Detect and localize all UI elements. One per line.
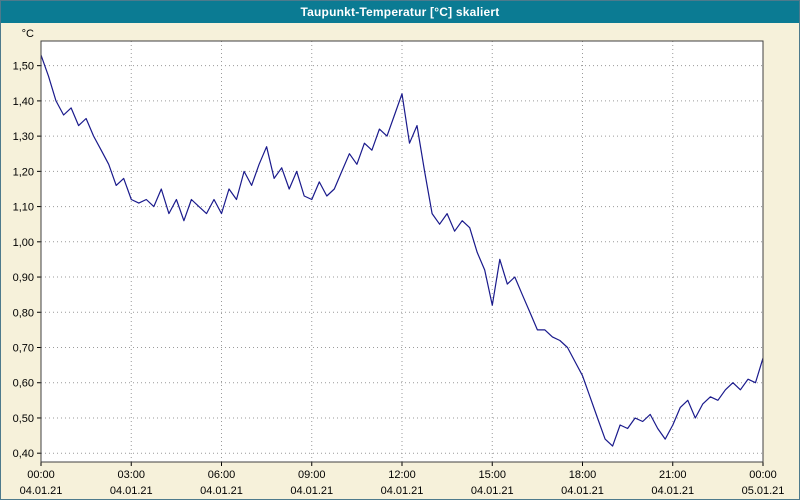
x-tick-date-label: 04.01.21 (651, 485, 694, 497)
x-tick-time-label: 00:00 (27, 469, 55, 481)
x-tick-time-label: 12:00 (388, 469, 416, 481)
y-tick-label: 1,00 (13, 237, 34, 249)
y-tick-label: 1,30 (13, 131, 34, 143)
plot-border (40, 40, 764, 463)
y-tick-label: 0,70 (13, 343, 34, 355)
x-tick-time-label: 09:00 (298, 469, 326, 481)
y-tick-label: 0,80 (13, 307, 34, 319)
x-tick-time-label: 00:00 (749, 469, 777, 481)
title-bar: Taupunkt-Temperatur [°C] skaliert (1, 1, 799, 23)
y-tick-label: 1,40 (13, 96, 34, 108)
x-tick-date-label: 04.01.21 (200, 485, 243, 497)
y-tick-label: 0,60 (13, 378, 34, 390)
y-tick-label: 0,90 (13, 272, 34, 284)
y-tick-label: 0,50 (13, 413, 34, 425)
x-tick-time-label: 21:00 (659, 469, 687, 481)
chart-canvas: 1,50 1,40 1,30 1,20 1,10 1,00 0,90 0,80 0,70 0,60… (13, 28, 785, 497)
x-tick-time-label: 03:00 (117, 469, 145, 481)
chart-title: Taupunkt-Temperatur [°C] skaliert (300, 5, 500, 19)
x-tick-date-label: 04.01.21 (290, 485, 333, 497)
x-tick-date-label: 05.01.21 (742, 485, 785, 497)
x-tick-time-label: 15:00 (478, 469, 506, 481)
x-tick-date-label: 04.01.21 (471, 485, 514, 497)
x-tick-time-label: 06:00 (208, 469, 236, 481)
x-tick-date-label: 04.01.21 (381, 485, 424, 497)
x-tick-date-label: 04.01.21 (561, 485, 604, 497)
y-tick-label: 1,20 (13, 166, 34, 178)
data-line (40, 54, 764, 447)
x-tick-date-label: 04.01.21 (110, 485, 153, 497)
y-axis-unit-label: °C (22, 28, 34, 40)
chart-area: 1,50 1,40 1,30 1,20 1,10 1,00 0,90 0,80 0,70 0,60… (1, 23, 799, 499)
y-tick-label: 1,50 (13, 61, 34, 73)
y-tick-label: 1,10 (13, 202, 34, 214)
plot-background (41, 41, 763, 462)
x-tick-date-label: 04.01.21 (20, 485, 63, 497)
x-tick-time-label: 18:00 (569, 469, 597, 481)
y-tick-label: 0,40 (13, 448, 34, 460)
